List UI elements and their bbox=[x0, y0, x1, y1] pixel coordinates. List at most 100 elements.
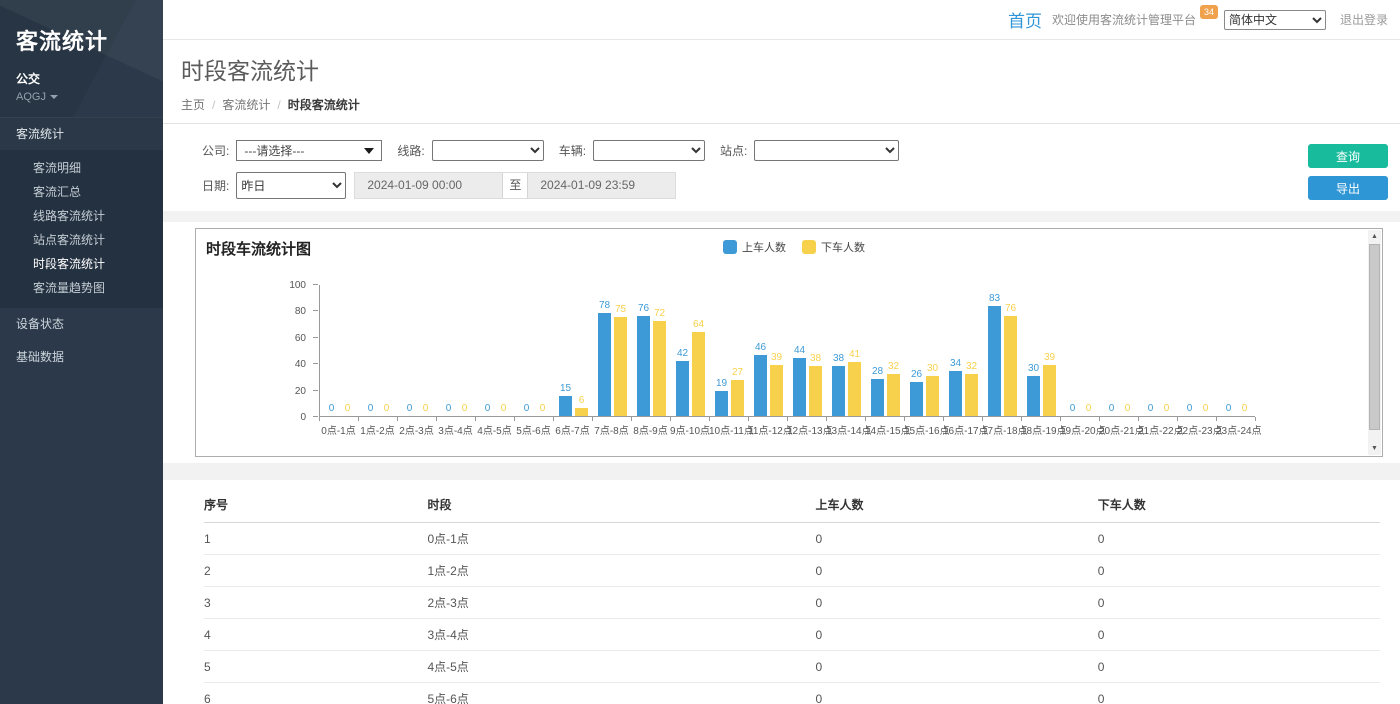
bar-value-label: 0 bbox=[1163, 403, 1170, 414]
page-header: 时段客流统计 主页 / 客流统计 / 时段客流统计 bbox=[163, 40, 1400, 124]
bar-boarding-9 bbox=[676, 360, 689, 416]
chart-category-11: 46 39 bbox=[749, 285, 788, 416]
x-tick-mark bbox=[866, 417, 905, 421]
date-range: 2024-01-09 00:00 至 2024-01-09 23:59 bbox=[354, 172, 677, 199]
bar-value-label: 0 bbox=[484, 403, 491, 414]
bar-alighting-12 bbox=[809, 365, 822, 416]
chart-vertical-scrollbar[interactable]: ▲ ▼ bbox=[1368, 230, 1381, 455]
bar-value-label: 34 bbox=[949, 358, 962, 370]
bar-boarding-13 bbox=[832, 365, 845, 416]
date-end-input[interactable]: 2024-01-09 23:59 bbox=[528, 173, 676, 198]
x-tick-label: 21点-22点 bbox=[1138, 426, 1184, 437]
table-row-1: 2 1点-2点 0 0 bbox=[204, 554, 1380, 587]
bar-alighting-10 bbox=[731, 380, 744, 416]
home-link[interactable]: 首页 bbox=[1007, 12, 1042, 31]
bar-alighting-17 bbox=[1004, 315, 1017, 416]
table-cell: 5 bbox=[204, 650, 428, 683]
chart-x-labels: 0点-1点 1点-2点 2点-3点 3点-4点 4点-5点 5点-6点 6点-7点 7点-8点… bbox=[319, 422, 1262, 437]
legend-item-0[interactable]: 上车人数 bbox=[723, 239, 786, 255]
bar-value-label: 64 bbox=[692, 318, 705, 330]
bar-value-label: 0 bbox=[406, 403, 413, 414]
table-cell: 2 bbox=[204, 554, 428, 587]
bar-value-label: 75 bbox=[614, 304, 627, 315]
company-select-value: ---请选择--- bbox=[244, 144, 305, 158]
bar-value-label: 0 bbox=[422, 403, 429, 414]
vehicle-select[interactable] bbox=[593, 140, 706, 161]
company-select[interactable]: ---请选择--- bbox=[236, 140, 383, 161]
breadcrumb-item-1[interactable]: 客流统计 bbox=[222, 98, 271, 112]
sidebar-item-1[interactable]: 基础数据 bbox=[16, 350, 65, 364]
bar-value-label: 0 bbox=[1186, 403, 1193, 414]
table-cell: 0 bbox=[815, 522, 1098, 555]
x-tick-mark bbox=[788, 417, 827, 421]
sidebar-subitem-2[interactable]: 线路客流统计 bbox=[33, 209, 106, 223]
x-tick-label: 23点-24点 bbox=[1216, 426, 1262, 437]
date-start-input[interactable]: 2024-01-09 00:00 bbox=[355, 173, 503, 198]
x-tick-label: 22点-23点 bbox=[1177, 426, 1223, 437]
chart-category-14: 28 32 bbox=[866, 285, 905, 416]
scroll-up-icon[interactable]: ▲ bbox=[1368, 230, 1381, 243]
table-cell: 0 bbox=[1097, 586, 1380, 619]
breadcrumb-separator: / bbox=[212, 98, 216, 112]
x-tick-label: 20点-21点 bbox=[1099, 426, 1145, 437]
x-tick-label: 19点-20点 bbox=[1060, 426, 1106, 437]
sidebar-subitem-1[interactable]: 客流汇总 bbox=[33, 185, 82, 199]
legend-label: 下车人数 bbox=[821, 242, 865, 254]
bar-value-label: 26 bbox=[910, 368, 923, 380]
bar-value-label: 30 bbox=[1027, 363, 1040, 375]
table-cell: 0 bbox=[815, 554, 1098, 587]
legend-label: 上车人数 bbox=[742, 242, 786, 254]
sidebar-subitem-0[interactable]: 客流明细 bbox=[33, 161, 82, 175]
bar-value-label: 0 bbox=[1202, 403, 1209, 414]
query-button[interactable]: 查询 bbox=[1308, 144, 1388, 168]
line-select[interactable] bbox=[431, 140, 544, 161]
date-preset-select[interactable]: 昨日 bbox=[236, 172, 347, 199]
y-tick-label: 60 bbox=[294, 332, 306, 344]
sidebar-subitem-4[interactable]: 时段客流统计 bbox=[33, 257, 106, 271]
table-header-3: 下车人数 bbox=[1097, 486, 1380, 523]
user-dropdown[interactable]: AQGJ bbox=[16, 91, 147, 103]
breadcrumb-item-2: 时段客流统计 bbox=[287, 98, 360, 112]
x-tick-label: 7点-8点 bbox=[594, 426, 629, 437]
legend-item-1[interactable]: 下车人数 bbox=[802, 239, 865, 255]
legend-swatch-icon bbox=[723, 240, 737, 254]
x-tick-mark bbox=[476, 417, 515, 421]
bar-value-label: 32 bbox=[965, 360, 978, 372]
chart-category-13: 38 41 bbox=[827, 285, 866, 416]
table-cell: 0 bbox=[815, 682, 1098, 704]
bar-boarding-15 bbox=[910, 381, 923, 416]
table-body: 1 0点-1点 0 0 2 1点-2点 0 0 3 2点-3点 0 0 4 3点-4点 0 0 5 4点-5点 0 0… bbox=[204, 522, 1380, 704]
bar-value-label: 38 bbox=[809, 352, 822, 364]
notification-badge[interactable]: 34 bbox=[1199, 5, 1218, 19]
export-button[interactable]: 导出 bbox=[1308, 176, 1388, 200]
logout-link[interactable]: 退出登录 bbox=[1339, 13, 1388, 27]
x-tick-mark bbox=[1061, 417, 1100, 421]
x-tick-mark bbox=[632, 417, 671, 421]
station-select[interactable] bbox=[754, 140, 900, 161]
sidebar-item-passenger-stats[interactable]: 客流统计 bbox=[0, 117, 163, 150]
sidebar-subitem-3[interactable]: 站点客流统计 bbox=[33, 233, 106, 247]
table-row-4: 5 4点-5点 0 0 bbox=[204, 650, 1380, 683]
scrollbar-thumb[interactable] bbox=[1369, 244, 1380, 430]
sidebar: 客流统计 公交 AQGJ 客流统计 客流明细 客流汇总 线路客流统计 站点客流统计 时段… bbox=[0, 0, 163, 704]
sidebar-subitem-5[interactable]: 客流量趋势图 bbox=[33, 281, 106, 295]
bar-alighting-9 bbox=[692, 331, 705, 416]
language-select[interactable]: 简体中文 bbox=[1223, 9, 1326, 30]
x-tick-label: 12点-13点 bbox=[787, 426, 833, 437]
sidebar-item-0[interactable]: 设备状态 bbox=[16, 317, 65, 331]
y-tick-mark bbox=[313, 416, 318, 417]
station-label: 站点: bbox=[720, 144, 748, 158]
x-tick-mark bbox=[1217, 417, 1256, 421]
chart-plot-area: 0 0 0 0 0 0 0 0 0 0 0 0 15 6 78 75 76 72 42 64 19 27 46 39 44 38 3… bbox=[319, 285, 1255, 417]
table-panel: 序号 时段 上车人数 下车人数 1 0点-1点 0 0 2 1点-2点 0 0 3 2点-3点 0 0 4 3点… bbox=[163, 480, 1400, 704]
caret-down-icon bbox=[49, 95, 58, 100]
bar-boarding-10 bbox=[715, 390, 728, 416]
breadcrumb-item-0[interactable]: 主页 bbox=[181, 98, 206, 112]
scroll-down-icon[interactable]: ▼ bbox=[1368, 442, 1381, 455]
